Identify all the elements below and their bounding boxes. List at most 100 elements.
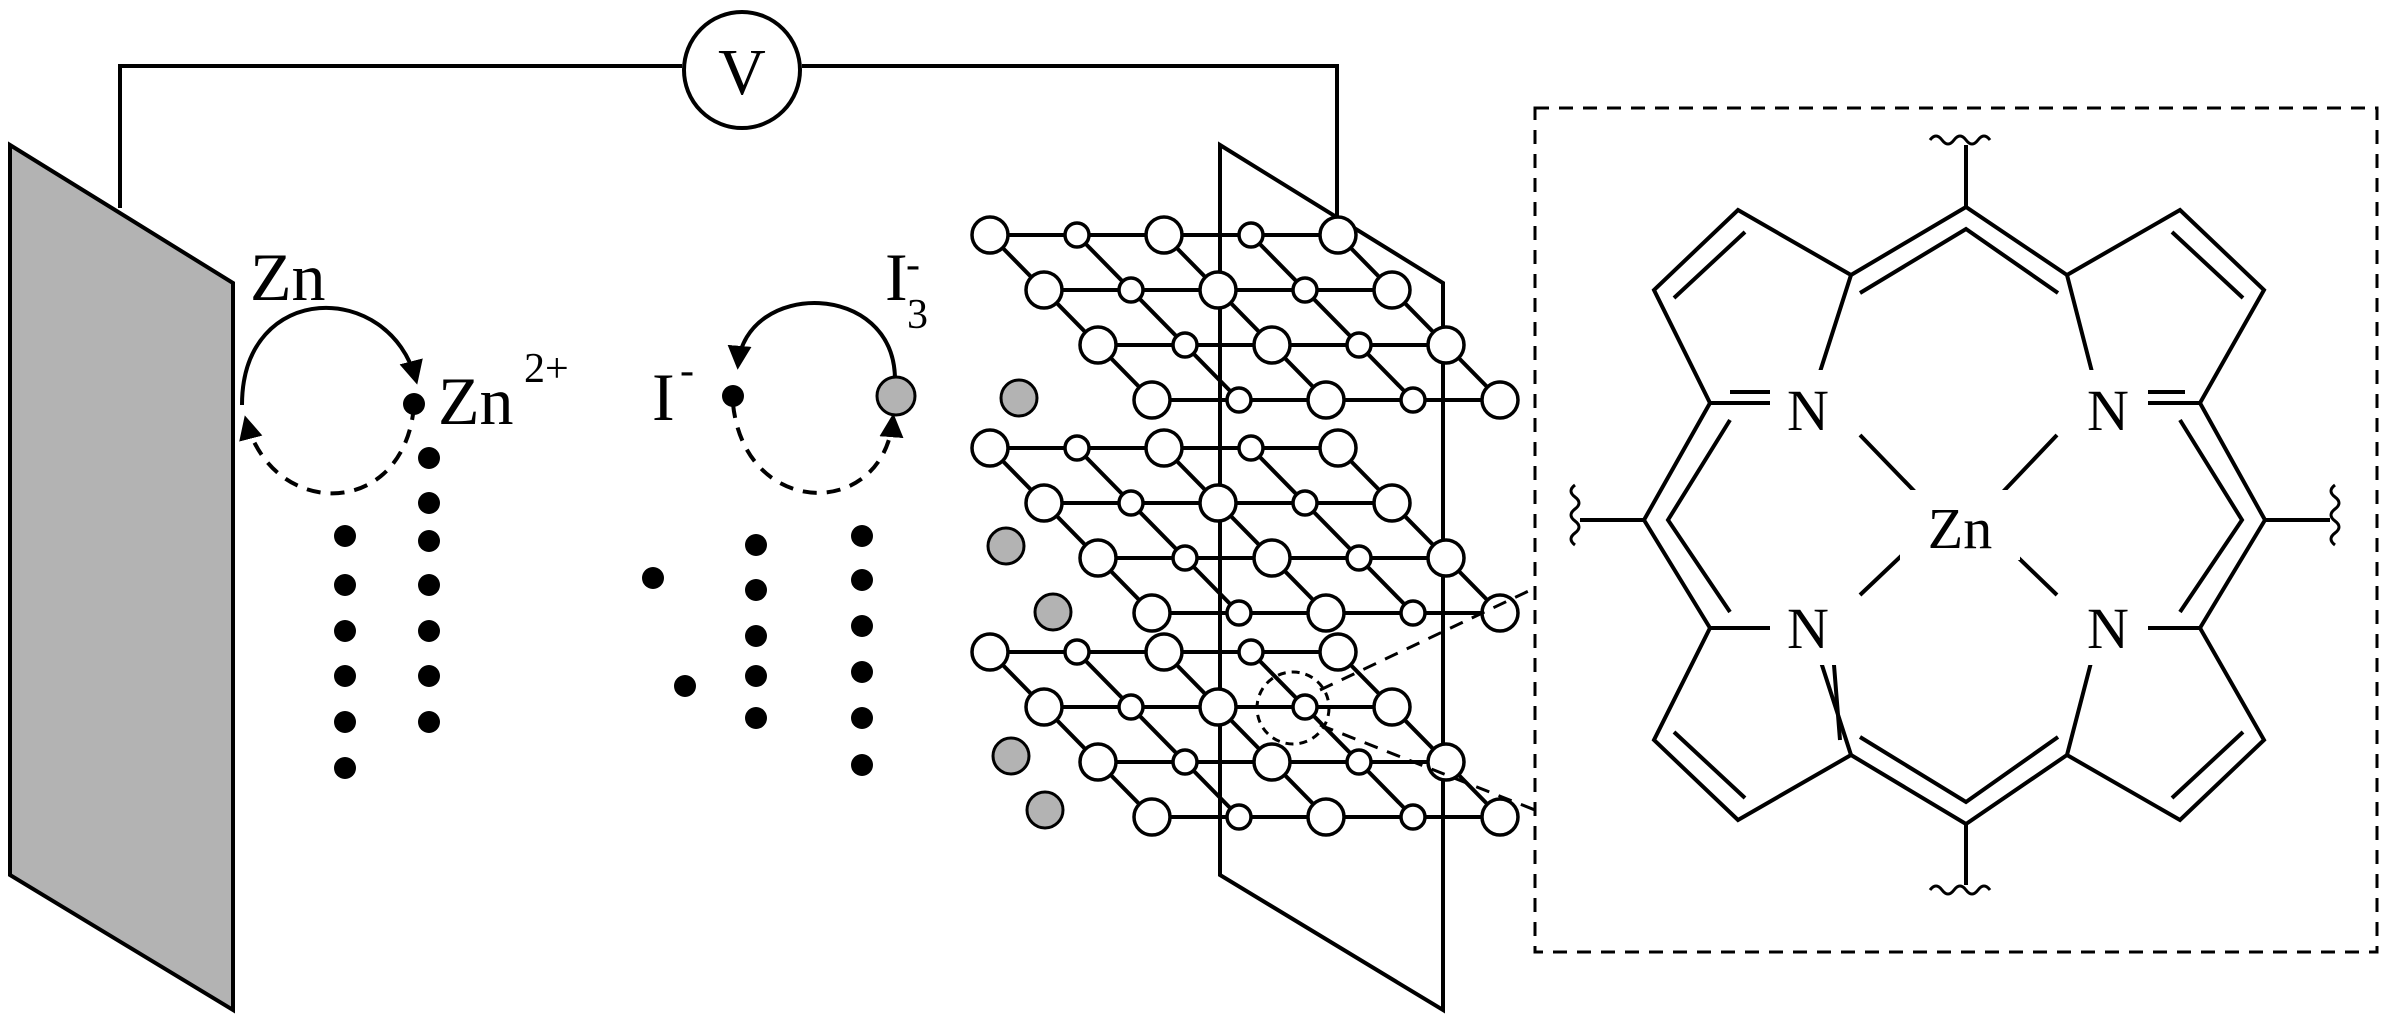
porphyrin-node: [1480, 380, 1520, 420]
substituent-bond: [1580, 145, 2330, 885]
porphyrin-node: [1198, 270, 1238, 310]
framework-bond: [1075, 233, 1241, 402]
iodide-arrow: [727, 301, 897, 381]
linker-node: [1117, 693, 1145, 721]
framework-bond: [1249, 650, 1415, 819]
porphyrin-node: [970, 428, 1010, 468]
linker-node: [1063, 638, 1091, 666]
meso-bond: [2198, 402, 2268, 630]
iodine-redox-cycle: I - I 3 -: [652, 239, 928, 495]
porphyrin-node: [1078, 742, 1118, 782]
iodide-ion-dot: [745, 579, 767, 601]
zn-ion-dot: [334, 711, 356, 733]
linker-node: [1291, 276, 1319, 304]
linker-node: [1063, 434, 1091, 462]
triiodide-label: I: [885, 239, 908, 315]
zoom-inset-box: [1533, 106, 2379, 954]
iodide-ion-dot: [642, 567, 664, 589]
zn-label: Zn: [250, 239, 326, 315]
zn-ion-dot: [334, 665, 356, 687]
porphyrin-node: [1144, 215, 1184, 255]
porphyrin-node: [1144, 632, 1184, 672]
framework-bond: [1336, 446, 1502, 615]
meso-double-bond: [1858, 735, 2060, 805]
voltmeter-label: V: [718, 36, 766, 109]
porphyrin-node: [970, 632, 1010, 672]
porphyrin-node: [1480, 797, 1520, 837]
framework-layer: [970, 632, 1520, 837]
porphyrin-node: [1132, 797, 1172, 837]
zinc-ion-dot: [403, 393, 425, 415]
framework-bond: [988, 650, 1154, 819]
zn-ion-dot: [334, 757, 356, 779]
cathode-plate: [1218, 141, 1445, 1014]
linker-node: [1237, 638, 1265, 666]
triiodide-superscript: -: [906, 242, 920, 288]
zn-ion-dot: [418, 711, 440, 733]
porphyrin-node: [1372, 687, 1412, 727]
triiodide-ion: [1025, 790, 1065, 830]
zn-ion-dot: [418, 620, 440, 642]
linker-node: [1237, 434, 1265, 462]
nitrogen-label-top-right: N: [2087, 378, 2129, 443]
framework-layer: [970, 428, 1520, 633]
iodide-label: I: [652, 359, 675, 435]
meso-bond: [1849, 753, 2069, 827]
meso-double-bond: [1665, 418, 1732, 614]
n-label-mask: [1770, 595, 1850, 665]
porphyrin-node: [1078, 538, 1118, 578]
pyrrole-double-bond: [2110, 230, 2245, 394]
zn2plus-label: Zn: [438, 363, 514, 439]
atom-labels: N N N N Zn: [1770, 370, 2148, 665]
linker-node: [1225, 803, 1253, 831]
linker-node: [1345, 544, 1373, 572]
linker-node: [1399, 386, 1427, 414]
meso-double-bond: [2178, 418, 2245, 614]
iodide-ion-dot: [851, 569, 873, 591]
zn-ion-dot: [418, 574, 440, 596]
linker-node: [1117, 276, 1145, 304]
zn-label-mask: [1900, 490, 2020, 560]
zn2plus-superscript: 2+: [524, 346, 569, 392]
zn-ion-dot: [418, 665, 440, 687]
porphyrin-node: [1306, 797, 1346, 837]
voltmeter: V: [682, 10, 802, 130]
meso-double-bond: [1858, 226, 2060, 295]
porphyrin-node: [1306, 380, 1346, 420]
linker-node: [1345, 748, 1373, 776]
n-label-mask: [1770, 370, 1850, 440]
iodide-ion-dot: [851, 661, 873, 683]
nitrogen-label-bottom-right: N: [2087, 596, 2129, 661]
zn-ion-dot: [418, 447, 440, 469]
adsorbed-triiodide-ions: [986, 378, 1073, 830]
iodide-ion-dot: [745, 707, 767, 729]
linker-node: [1063, 221, 1091, 249]
porphyrin-node: [1132, 380, 1172, 420]
triiodide-arrow: [731, 403, 904, 495]
linker-node: [1291, 693, 1319, 721]
wavy-substituent: [1569, 134, 2341, 896]
linker-node: [1291, 489, 1319, 517]
framework-bond: [988, 233, 1154, 402]
zoom-line-bottom: [1319, 723, 1536, 812]
linker-node: [1399, 803, 1427, 831]
iodide-ion-dot: [851, 754, 873, 776]
zinc-redox-cycle: Zn Zn 2+: [239, 239, 569, 496]
triiodide-ion: [1033, 592, 1073, 632]
linker-node: [1171, 748, 1199, 776]
framework-bond: [1249, 233, 1415, 402]
porphyrin-node: [1318, 632, 1358, 672]
porphyrin-node: [1252, 538, 1292, 578]
zn-ion-dot: [418, 530, 440, 552]
framework-bond: [1162, 650, 1328, 819]
porphyrin-node: [1480, 593, 1520, 633]
iodide-ion-dot: [745, 625, 767, 647]
linker-node: [1171, 544, 1199, 572]
framework-layers: [970, 215, 1520, 837]
linker-node: [1225, 599, 1253, 627]
zn-ion-dot: [334, 525, 356, 547]
framework-bond: [1336, 650, 1502, 819]
linker-node: [1117, 489, 1145, 517]
anode-ion-columns: [334, 447, 440, 779]
porphyrin-node: [1372, 483, 1412, 523]
